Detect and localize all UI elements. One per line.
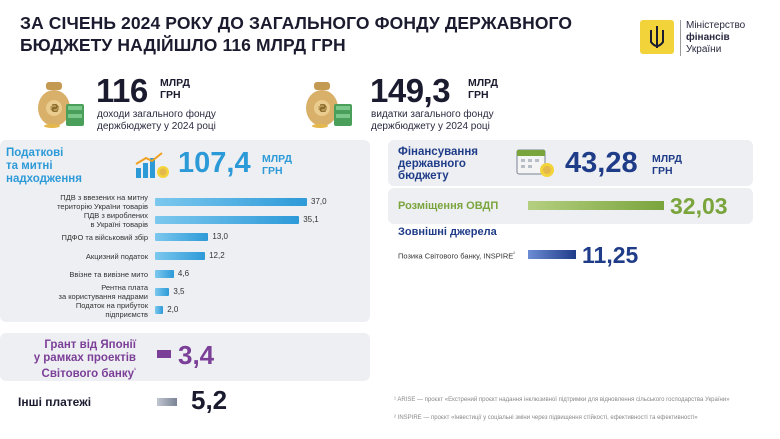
- bar-label: Акцизний податок: [85, 252, 148, 261]
- ovdp-bar: [528, 201, 664, 210]
- footnote-1: ¹ ARISE — проєкт «Екстрений проєкт надан…: [394, 397, 730, 403]
- grant-panel: [0, 333, 370, 381]
- other-bar: [157, 398, 177, 406]
- taxes-panel: [0, 140, 370, 322]
- svg-text:₴: ₴: [318, 102, 327, 115]
- footnote-2: ² INSPIRE — проєкт «Інвестиції у соціаль…: [394, 415, 698, 421]
- financing-header-panel: [388, 140, 753, 186]
- bar-label: ПДВ з вироблених в Україні товарів: [83, 211, 148, 229]
- growth-chart-icon: [134, 150, 170, 185]
- money-bag-icon: ₴: [300, 74, 354, 133]
- financing-value: 43,28: [565, 147, 638, 179]
- svg-text:₴: ₴: [50, 102, 59, 115]
- taxes-value: 107,4: [178, 147, 251, 179]
- taxes-title: Податкові та митні надходження: [6, 147, 82, 185]
- wb-loan-label: Позика Світового банку, INSPIRE²: [398, 251, 515, 261]
- other-title: Інші платежі: [18, 395, 92, 409]
- page-title: ЗА СІЧЕНЬ 2024 РОКУ ДО ЗАГАЛЬНОГО ФОНДУ …: [20, 13, 573, 55]
- bar-value-label: 37,0: [311, 197, 327, 206]
- external-sources-label: Зовнішні джерела: [398, 226, 497, 238]
- expense-caption: видатки загального фонду держбюджету у 20…: [371, 109, 494, 132]
- bar-label: Податок на прибуток підприємств: [75, 301, 148, 319]
- bar: [155, 288, 170, 296]
- grant-bar: [157, 350, 171, 358]
- bar-label: ПДФО та військовий збір: [61, 233, 149, 242]
- wb-loan-bar: [528, 250, 576, 259]
- bar-value-label: 35,1: [303, 215, 319, 224]
- bar: [155, 252, 206, 260]
- ovdp-value: 32,03: [670, 193, 728, 219]
- bar-value-label: 13,0: [212, 232, 228, 241]
- financing-unit: МЛРД ГРН: [652, 153, 682, 177]
- ministry-logo-icon: [640, 20, 674, 54]
- money-bag-icon: ₴: [32, 74, 86, 133]
- taxes-unit: МЛРД ГРН: [262, 153, 292, 177]
- bar-label: Рентна плата за користування надрами: [58, 283, 149, 301]
- income-caption: доходи загального фонду держбюджету у 202…: [97, 109, 216, 132]
- income-value: 116: [96, 72, 148, 109]
- financing-title: Фінансування державного бюджету: [398, 146, 479, 182]
- bar: [155, 233, 209, 241]
- bar: [155, 306, 164, 314]
- bar-value-label: 12,2: [209, 251, 225, 260]
- ovdp-label: Розміщення ОВДП: [398, 200, 499, 212]
- ministry-name: Міністерство фінансів України: [686, 20, 746, 55]
- expense-unit: МЛРД ГРН: [468, 77, 498, 101]
- other-value: 5,2: [191, 385, 228, 415]
- bar-value-label: 2,0: [167, 305, 179, 314]
- wb-loan-value: 11,25: [582, 242, 639, 268]
- bar: [155, 198, 307, 206]
- bar-label: ПДВ з ввезених на митну територію України…: [57, 193, 148, 211]
- grant-value: 3,4: [178, 340, 215, 370]
- bar-label: Ввізне та вивізне мито: [69, 270, 148, 279]
- bar-value-label: 3,5: [173, 287, 185, 296]
- bar: [155, 270, 174, 278]
- bar-value-label: 4,6: [177, 269, 190, 278]
- bar: [155, 216, 300, 224]
- income-unit: МЛРД ГРН: [160, 77, 190, 101]
- calendar-icon: [515, 146, 555, 183]
- expense-value: 149,3: [370, 72, 451, 109]
- grant-title: Грант від Японії у рамках проектів Світово…: [33, 339, 136, 380]
- logo-divider: [680, 20, 681, 56]
